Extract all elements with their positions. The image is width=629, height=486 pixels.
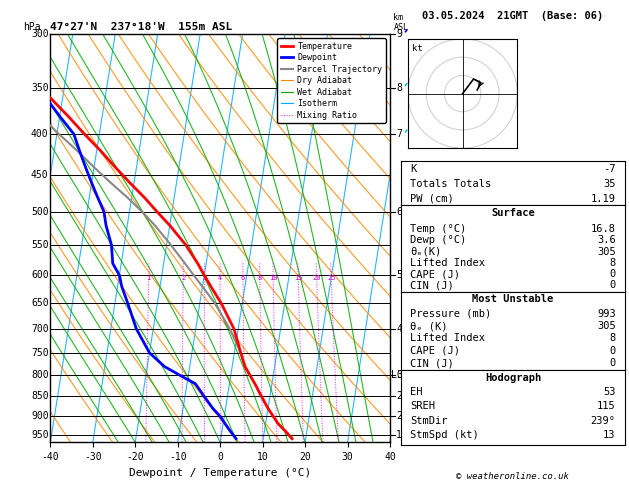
Text: 800: 800	[31, 370, 48, 380]
Text: 115: 115	[597, 401, 616, 411]
Text: 3: 3	[396, 370, 402, 380]
Text: 4: 4	[396, 324, 402, 334]
Text: 15: 15	[294, 275, 303, 281]
Text: SREH: SREH	[410, 401, 435, 411]
Text: 5: 5	[396, 270, 402, 280]
Text: StmDir: StmDir	[410, 416, 448, 426]
Text: 8: 8	[610, 333, 616, 344]
Text: 0: 0	[610, 358, 616, 368]
Text: © weatheronline.co.uk: © weatheronline.co.uk	[456, 472, 569, 481]
Text: θₑ(K): θₑ(K)	[410, 246, 442, 257]
Text: 400: 400	[31, 129, 48, 139]
Text: 9: 9	[396, 29, 402, 39]
Text: 850: 850	[31, 391, 48, 401]
Text: 600: 600	[31, 270, 48, 280]
Text: 35: 35	[603, 179, 616, 189]
Text: 1: 1	[147, 275, 151, 281]
Text: CAPE (J): CAPE (J)	[410, 269, 460, 279]
Text: 4: 4	[218, 275, 222, 281]
Text: 47°27'N  237°18'W  155m ASL: 47°27'N 237°18'W 155m ASL	[50, 22, 233, 32]
Text: 6: 6	[396, 207, 402, 217]
Text: 550: 550	[31, 240, 48, 250]
Text: 16.8: 16.8	[591, 224, 616, 234]
Text: kt: kt	[411, 44, 422, 53]
Text: Dewp (°C): Dewp (°C)	[410, 235, 467, 245]
Text: PW (cm): PW (cm)	[410, 193, 454, 204]
Text: 450: 450	[31, 170, 48, 180]
Text: 03.05.2024  21GMT  (Base: 06): 03.05.2024 21GMT (Base: 06)	[422, 11, 603, 21]
Text: hPa: hPa	[23, 22, 41, 32]
Text: 500: 500	[31, 207, 48, 217]
Text: Surface: Surface	[491, 208, 535, 218]
Text: 305: 305	[597, 246, 616, 257]
Text: 8: 8	[258, 275, 262, 281]
Text: Hodograph: Hodograph	[485, 373, 541, 382]
Text: 1.19: 1.19	[591, 193, 616, 204]
Text: EH: EH	[410, 387, 423, 397]
Text: 3.6: 3.6	[597, 235, 616, 245]
Text: 8: 8	[396, 83, 402, 93]
Text: StmSpd (kt): StmSpd (kt)	[410, 430, 479, 440]
Text: 0: 0	[610, 346, 616, 356]
Text: 2: 2	[181, 275, 186, 281]
Text: Lifted Index: Lifted Index	[410, 333, 485, 344]
Text: 700: 700	[31, 324, 48, 334]
Text: 7: 7	[396, 129, 402, 139]
Text: CAPE (J): CAPE (J)	[410, 346, 460, 356]
Text: Lifted Index: Lifted Index	[410, 258, 485, 268]
Text: 2: 2	[396, 411, 402, 421]
Text: Temp (°C): Temp (°C)	[410, 224, 467, 234]
Text: 8: 8	[610, 258, 616, 268]
Text: -7: -7	[603, 164, 616, 174]
Text: 25: 25	[327, 275, 335, 281]
Text: 3: 3	[203, 275, 206, 281]
Text: 53: 53	[603, 387, 616, 397]
Text: Totals Totals: Totals Totals	[410, 179, 491, 189]
Text: 650: 650	[31, 298, 48, 308]
X-axis label: Dewpoint / Temperature (°C): Dewpoint / Temperature (°C)	[129, 468, 311, 478]
Text: 750: 750	[31, 348, 48, 358]
Text: km
ASL: km ASL	[393, 13, 408, 32]
Text: 305: 305	[597, 321, 616, 331]
Text: 350: 350	[31, 83, 48, 93]
Text: θₑ (K): θₑ (K)	[410, 321, 448, 331]
Text: K: K	[410, 164, 416, 174]
Text: Most Unstable: Most Unstable	[472, 294, 554, 304]
Text: 13: 13	[603, 430, 616, 440]
Text: 300: 300	[31, 29, 48, 39]
Text: Mixing Ratio (g/kg): Mixing Ratio (g/kg)	[412, 203, 422, 314]
Text: 2: 2	[396, 391, 402, 401]
Text: 900: 900	[31, 411, 48, 421]
Text: 20: 20	[313, 275, 321, 281]
Text: 0: 0	[610, 280, 616, 290]
Text: Pressure (mb): Pressure (mb)	[410, 309, 491, 319]
Text: 950: 950	[31, 430, 48, 440]
Text: 10: 10	[269, 275, 277, 281]
Text: 239°: 239°	[591, 416, 616, 426]
Legend: Temperature, Dewpoint, Parcel Trajectory, Dry Adiabat, Wet Adiabat, Isotherm, Mi: Temperature, Dewpoint, Parcel Trajectory…	[277, 38, 386, 123]
Text: CIN (J): CIN (J)	[410, 280, 454, 290]
Text: CIN (J): CIN (J)	[410, 358, 454, 368]
Text: LCL: LCL	[391, 370, 408, 380]
Text: 6: 6	[241, 275, 245, 281]
Text: 1: 1	[396, 430, 402, 440]
Text: 993: 993	[597, 309, 616, 319]
Text: 0: 0	[610, 269, 616, 279]
